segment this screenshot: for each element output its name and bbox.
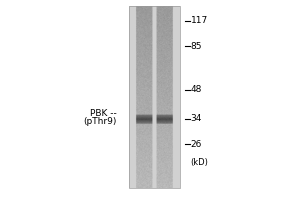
Text: 2: 2 [162, 0, 168, 1]
Text: 34: 34 [190, 114, 202, 123]
Text: (kD): (kD) [190, 158, 208, 167]
Text: PBK --: PBK -- [90, 109, 117, 118]
Text: 117: 117 [190, 16, 208, 25]
Bar [129, 6, 180, 188]
Text: 85: 85 [190, 42, 202, 51]
Text: 48: 48 [190, 85, 202, 94]
Text: (pThr9): (pThr9) [84, 117, 117, 126]
Text: 1: 1 [141, 0, 147, 1]
Text: 26: 26 [190, 140, 202, 149]
